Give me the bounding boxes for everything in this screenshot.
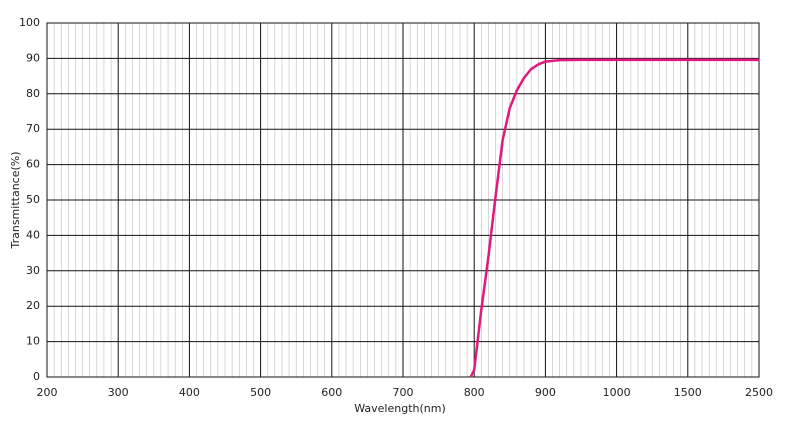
y-tick-label: 90 <box>26 51 40 64</box>
x-tick-label: 300 <box>108 386 129 399</box>
y-tick-label: 20 <box>26 299 40 312</box>
y-tick-label: 10 <box>26 335 40 348</box>
x-tick-label: 400 <box>179 386 200 399</box>
x-tick-label: 1500 <box>674 386 702 399</box>
y-tick-label: 100 <box>19 16 40 29</box>
x-tick-label: 700 <box>393 386 414 399</box>
x-tick-label: 200 <box>37 386 58 399</box>
x-tick-label: 800 <box>464 386 485 399</box>
x-tick-label: 500 <box>250 386 271 399</box>
x-tick-label: 600 <box>321 386 342 399</box>
y-tick-label: 60 <box>26 158 40 171</box>
y-tick-label: 40 <box>26 228 40 241</box>
y-tick-label: 50 <box>26 193 40 206</box>
x-tick-label: 1000 <box>603 386 631 399</box>
y-tick-label: 30 <box>26 264 40 277</box>
y-tick-label: 80 <box>26 87 40 100</box>
plot-frame <box>46 22 760 378</box>
series-line <box>469 58 759 378</box>
x-tick-label: 2500 <box>745 386 773 399</box>
x-tick-label: 900 <box>535 386 556 399</box>
y-axis-label: Transmittance(%) <box>9 151 22 249</box>
y-tick-label: 70 <box>26 122 40 135</box>
x-axis-label: Wavelength(nm) <box>354 402 446 415</box>
y-tick-label: 0 <box>33 370 40 383</box>
